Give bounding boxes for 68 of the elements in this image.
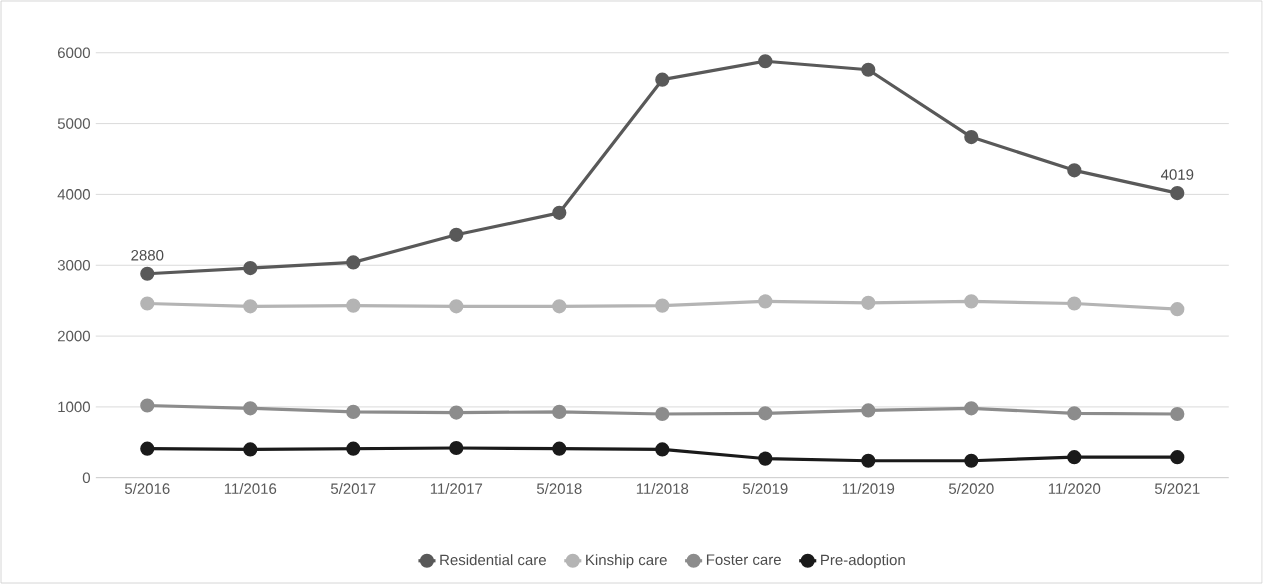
point — [758, 451, 773, 466]
point — [964, 129, 979, 145]
y-tick-label: 2000 — [57, 330, 90, 342]
point — [449, 405, 464, 420]
point — [655, 406, 670, 422]
point — [1170, 450, 1185, 465]
legend-label: Residential care — [440, 554, 546, 566]
point — [243, 442, 258, 457]
x-tick-label: 11/2020 — [1048, 482, 1101, 494]
x-tick-label: 5/2019 — [742, 482, 788, 494]
point — [861, 295, 876, 310]
point — [1170, 406, 1185, 422]
point — [964, 453, 979, 468]
point — [1067, 296, 1082, 311]
point — [243, 299, 258, 314]
x-tick-label: 5/2016 — [124, 482, 170, 494]
point — [758, 406, 773, 421]
legend-label: Pre-adoption — [821, 554, 905, 569]
point — [1067, 406, 1082, 421]
point — [552, 404, 567, 419]
point — [861, 403, 876, 418]
x-tick-label: 5/2017 — [330, 482, 376, 494]
point — [346, 298, 361, 313]
point — [140, 398, 155, 413]
x-tick-label: 5/2018 — [536, 482, 582, 494]
point — [1170, 185, 1185, 201]
point — [449, 440, 464, 456]
data-label: 2880 — [131, 249, 164, 261]
point — [1170, 302, 1185, 317]
x-tick-label: 11/2019 — [842, 482, 895, 494]
point — [346, 404, 361, 419]
point — [964, 294, 979, 309]
point — [552, 441, 567, 456]
point — [655, 72, 670, 87]
point — [140, 441, 155, 456]
point — [758, 294, 773, 309]
point — [346, 255, 361, 270]
y-tick-label: 5000 — [57, 118, 90, 129]
y-tick-label: 3000 — [57, 259, 90, 271]
point — [449, 227, 464, 242]
point — [552, 299, 567, 314]
x-tick-label: 5/2020 — [948, 482, 994, 494]
point — [243, 260, 258, 276]
point — [964, 401, 979, 416]
point — [861, 62, 876, 77]
y-tick-label: 6000 — [57, 47, 90, 59]
x-tick-label: 11/2017 — [430, 482, 483, 494]
x-tick-label: 11/2018 — [636, 482, 689, 494]
data-label: 4019 — [1160, 169, 1194, 180]
point — [861, 453, 876, 468]
y-tick-label: 0 — [82, 472, 90, 484]
point — [655, 298, 670, 313]
point — [243, 401, 258, 416]
point — [655, 442, 670, 457]
y-tick-label: 4000 — [57, 189, 90, 200]
point — [758, 54, 773, 69]
legend-label: Kinship care — [586, 554, 667, 569]
point — [140, 296, 155, 311]
point — [140, 266, 155, 281]
x-tick-label: 5/2021 — [1154, 482, 1200, 494]
point — [449, 299, 464, 314]
x-tick-label: 11/2016 — [224, 482, 277, 494]
point — [1067, 450, 1082, 465]
legend-label: Foster care — [706, 554, 781, 565]
y-tick-label: 1000 — [58, 401, 90, 413]
point — [346, 441, 361, 456]
point — [552, 205, 567, 220]
point — [1067, 163, 1082, 178]
